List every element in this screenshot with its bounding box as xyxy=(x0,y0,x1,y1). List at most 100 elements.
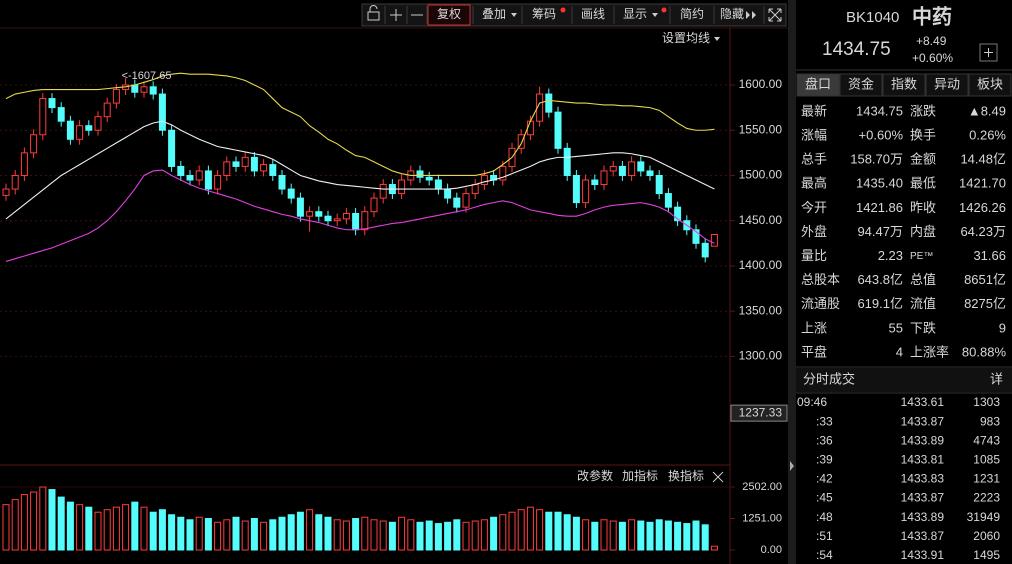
candle-body xyxy=(324,215,332,222)
candle-body xyxy=(57,107,65,122)
expand-icon[interactable] xyxy=(768,8,782,22)
candle-body xyxy=(453,197,461,208)
volume-bar xyxy=(39,486,47,551)
stat-value: ▲8.49 xyxy=(968,103,1006,118)
handle-arrow xyxy=(790,461,794,471)
candle-body xyxy=(342,212,350,220)
stat-label: 最低 xyxy=(910,176,936,191)
button-huaxian[interactable]: 画线 xyxy=(581,7,605,21)
candle-body xyxy=(232,161,240,167)
volume-bar xyxy=(66,501,74,551)
volume-bar xyxy=(122,504,130,551)
lock-icon[interactable] xyxy=(367,5,380,21)
volume-bar xyxy=(250,518,258,551)
volume-bar xyxy=(618,521,626,551)
candle-body xyxy=(94,116,102,131)
tab[interactable] xyxy=(968,73,1012,97)
candle-body xyxy=(66,120,74,140)
candle-body xyxy=(618,165,626,176)
trade-volume: 4743 xyxy=(973,433,1000,447)
stat-label: 昨收 xyxy=(910,200,936,215)
add-watch[interactable] xyxy=(979,43,998,62)
dropdown-icon xyxy=(714,37,720,41)
indicator-tool[interactable]: 加指标 xyxy=(622,468,658,483)
candle-body xyxy=(471,184,479,195)
tab-label[interactable]: 板块 xyxy=(977,76,1003,91)
candle-body xyxy=(158,93,166,131)
tab-label[interactable]: 盘口 xyxy=(805,76,831,91)
candle-body xyxy=(214,174,222,190)
candle-body xyxy=(168,129,176,167)
button-diejia[interactable]: 叠加 xyxy=(482,7,506,21)
stat-value: 64.23万 xyxy=(960,224,1006,239)
button-chouma[interactable]: 筹码 xyxy=(532,7,556,21)
candle-body xyxy=(526,120,534,136)
button-xianshi[interactable]: 显示 xyxy=(623,7,647,21)
button-yincang[interactable]: 隐藏 xyxy=(720,7,744,21)
tab-label[interactable]: 资金 xyxy=(848,76,874,91)
stat-label: 金额 xyxy=(910,152,936,167)
button-jianyue[interactable]: 简约 xyxy=(680,6,704,21)
volume-bar xyxy=(232,516,240,551)
sidebar-handle[interactable] xyxy=(788,0,796,564)
volume-bar xyxy=(315,514,323,551)
stat-label: 内盘 xyxy=(910,224,936,239)
ma-line xyxy=(5,169,715,262)
candle-body xyxy=(315,211,323,217)
stat-label: PE™ xyxy=(910,251,933,262)
expand-icon[interactable] xyxy=(712,471,724,483)
candle-body xyxy=(11,174,19,190)
candle-body xyxy=(609,165,617,172)
trade-price: 1433.87 xyxy=(901,491,945,505)
stock-name: 中药 xyxy=(912,4,952,28)
high-annotation: <-1607.65 xyxy=(122,70,172,82)
ma-setting[interactable]: 设置均线 xyxy=(662,31,710,45)
stat-label: 最新 xyxy=(801,103,827,118)
indicator-tool[interactable]: 改参数 xyxy=(577,468,613,483)
candle-body xyxy=(545,93,553,113)
tab-label[interactable]: 异动 xyxy=(934,76,960,91)
trade-volume: 2060 xyxy=(973,529,1000,543)
candle-body xyxy=(287,188,295,199)
y-tick-label: 1500.00 xyxy=(739,168,783,182)
candle-body xyxy=(444,188,452,199)
stat-label: 换手 xyxy=(910,128,936,143)
stat-label: 上涨 xyxy=(801,320,827,335)
tab[interactable] xyxy=(925,73,969,97)
trade-time: :54 xyxy=(816,548,833,562)
trades-detail[interactable]: 详 xyxy=(990,371,1003,386)
zoom-in[interactable] xyxy=(390,9,402,21)
volume-bar xyxy=(241,520,249,551)
tab[interactable] xyxy=(796,73,840,97)
tab[interactable] xyxy=(882,73,926,97)
candle-body xyxy=(177,165,185,176)
trade-price: 1433.91 xyxy=(901,548,945,562)
candle-body xyxy=(499,165,507,181)
volume-bar xyxy=(499,514,507,551)
active-button xyxy=(427,4,471,26)
volume-bar xyxy=(692,520,700,551)
volume-bar xyxy=(490,516,498,551)
stat-label: 今开 xyxy=(801,200,827,215)
volume-bar xyxy=(287,514,295,551)
stat-value: 158.70万 xyxy=(850,152,903,167)
trade-price: 1433.89 xyxy=(901,433,945,447)
collapse-icon xyxy=(746,11,756,19)
y-tick-label: 1400.00 xyxy=(739,258,783,272)
candle-body xyxy=(563,147,571,176)
button-fuquan[interactable]: 复权 xyxy=(437,7,461,21)
candle-body xyxy=(582,179,590,204)
candle-body xyxy=(536,93,544,122)
dropdown-icon xyxy=(511,13,517,17)
tab-label[interactable]: 指数 xyxy=(891,76,917,91)
volume-bar xyxy=(536,509,544,551)
volume-bar xyxy=(214,521,222,551)
price-marker: 1237.33 xyxy=(739,405,783,419)
tab[interactable] xyxy=(839,73,883,97)
candle-body xyxy=(30,134,38,154)
candle-body xyxy=(361,211,369,231)
volume-tick-label: 0.00 xyxy=(761,544,782,556)
candle-body xyxy=(646,170,654,176)
indicator-tool[interactable]: 换指标 xyxy=(668,468,704,483)
stock-price: 1434.75 xyxy=(822,39,891,60)
